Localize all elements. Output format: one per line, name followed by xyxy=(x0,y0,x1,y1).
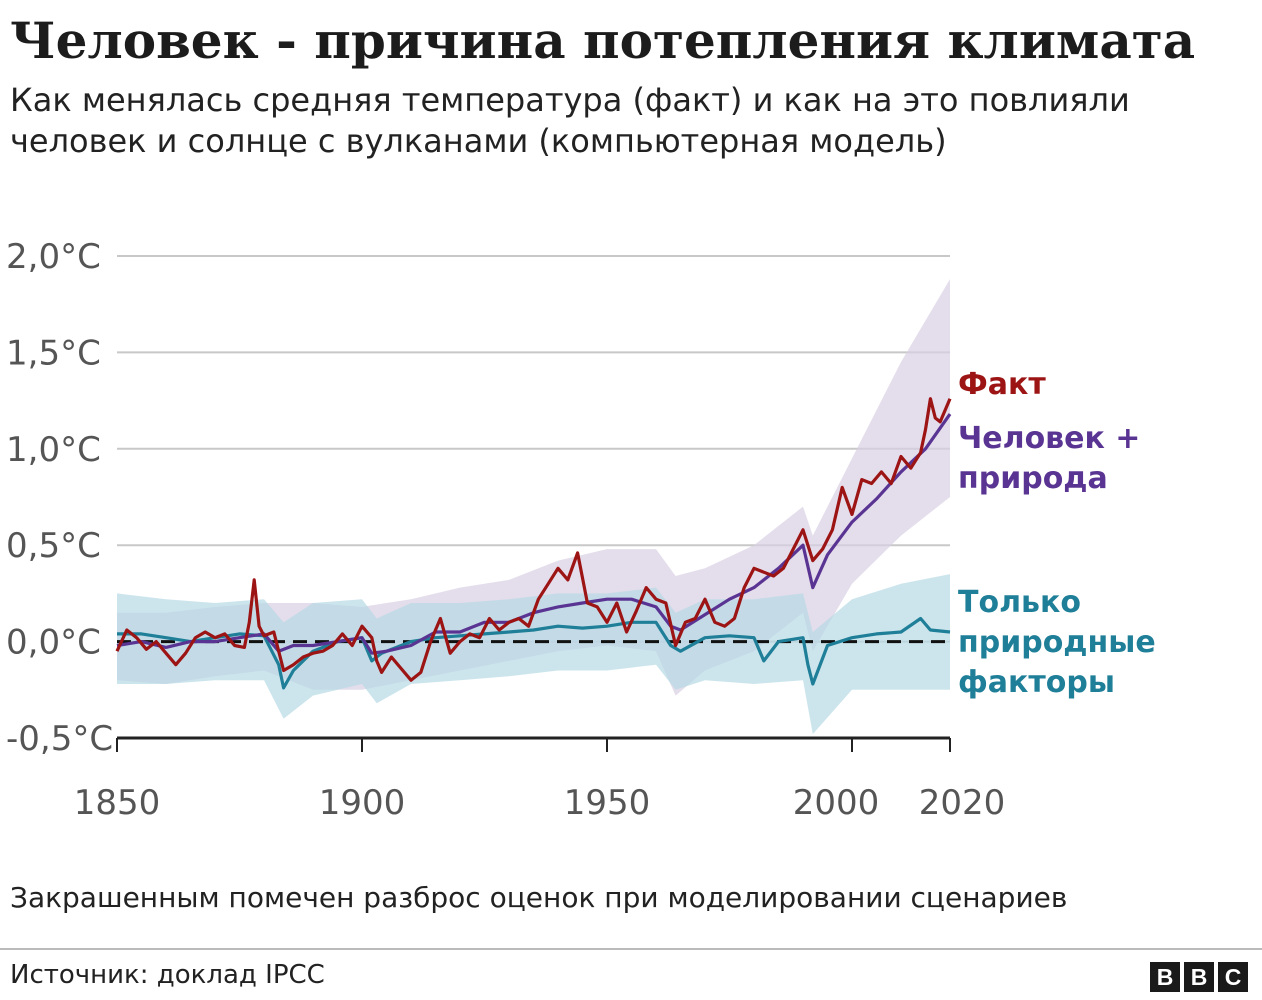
x-tick-label: 2020 xyxy=(919,783,1006,823)
bbc-logo-letter: C xyxy=(1218,962,1248,992)
series-line-natural xyxy=(117,616,951,690)
y-tick-label: 1,0°C xyxy=(6,430,101,470)
series-lines xyxy=(115,397,952,690)
y-tick-label: 2,0°C xyxy=(6,237,101,277)
bbc-logo-letter: B xyxy=(1150,962,1180,992)
x-axis xyxy=(116,736,951,752)
series-labels: Факт Человек + природа Только природные факто… xyxy=(958,367,1156,700)
series-label-natural: природные xyxy=(958,625,1156,660)
temperature-chart: -0,5°C 0,0°C 0,5°C 1,0°C 1,5°C 2,0°C 1850 1900 1… xyxy=(6,237,1156,823)
series-label-natural: факторы xyxy=(958,665,1115,700)
x-tick-label: 1850 xyxy=(74,783,161,823)
y-tick-label: 1,5°C xyxy=(6,333,101,373)
bbc-logo-letter: B xyxy=(1184,962,1214,992)
tick-labels: -0,5°C 0,0°C 0,5°C 1,0°C 1,5°C 2,0°C 1850 1900 1… xyxy=(6,237,1005,823)
series-label-human: природа xyxy=(958,461,1108,496)
series-label-natural: Только xyxy=(958,585,1081,620)
series-label-fact: Факт xyxy=(958,367,1046,402)
chart-note: Закрашенным помечен разброс оценок при м… xyxy=(10,881,1068,914)
page-subtitle: Как менялась средняя температура (факт) … xyxy=(10,81,1130,160)
bbc-logo: B B C xyxy=(1150,962,1248,992)
natural-band xyxy=(117,574,950,735)
x-tick-label: 1900 xyxy=(319,783,406,823)
y-tick-label: 0,5°C xyxy=(6,526,101,566)
page-title: Человек - причина потепления климата xyxy=(10,11,1196,70)
series-label-human: Человек + xyxy=(958,421,1140,456)
footer-divider xyxy=(0,948,1262,950)
x-tick-label: 2000 xyxy=(793,783,880,823)
series-line-fact xyxy=(115,397,952,682)
y-tick-label: 0,0°C xyxy=(6,623,101,663)
y-tick-label: -0,5°C xyxy=(6,719,113,759)
source-text: Источник: доклад IPCC xyxy=(10,960,325,990)
x-tick-label: 1950 xyxy=(564,783,651,823)
uncertainty-bands xyxy=(117,279,950,735)
